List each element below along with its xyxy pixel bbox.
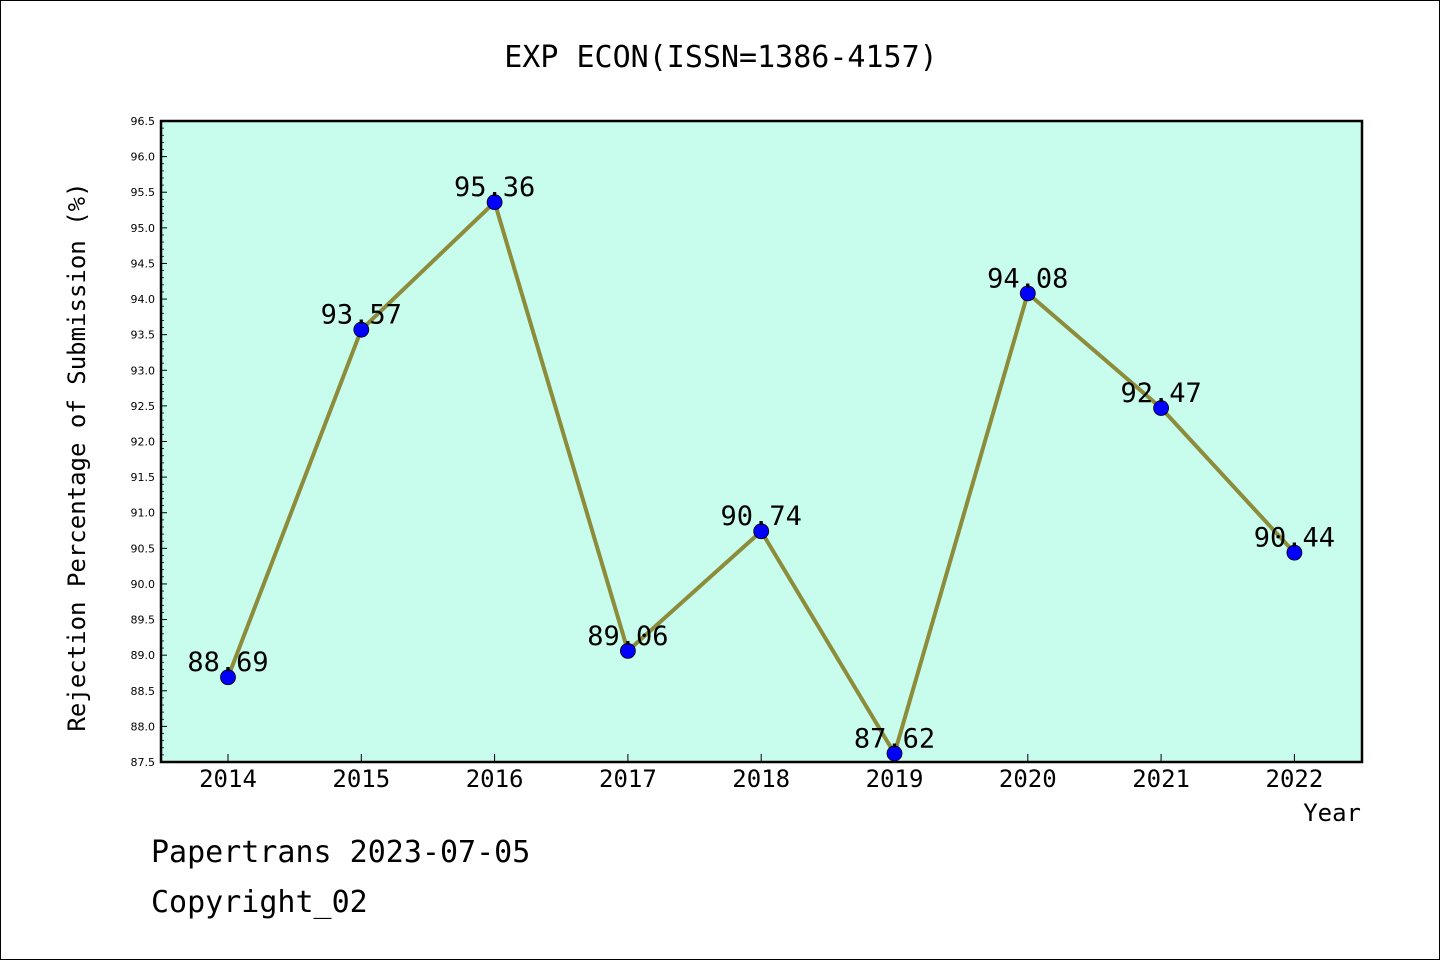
y-tick-label: 93.0 — [131, 364, 156, 377]
data-label: 92.47 — [1120, 378, 1201, 409]
data-point — [486, 194, 503, 211]
x-tick-label: 2021 — [1132, 765, 1190, 793]
x-axis: 2014 2015 2016 2017 2018 2019 2020 2021 2022 — [199, 754, 1323, 793]
data-label: 88.69 — [187, 647, 268, 678]
data-point — [753, 523, 770, 540]
y-tick-label: 90.5 — [131, 542, 156, 555]
y-tick-label: 94.0 — [131, 293, 156, 306]
data-label: 89.06 — [587, 621, 668, 652]
y-tick-label: 92.0 — [131, 436, 156, 449]
data-point — [353, 321, 370, 338]
data-label: 90.74 — [721, 501, 802, 532]
y-tick-label: 89.5 — [131, 614, 156, 627]
x-tick-label: 2018 — [732, 765, 790, 793]
data-label: 95.36 — [454, 172, 535, 203]
y-tick-label: 88.5 — [131, 685, 156, 698]
x-tick-label: 2016 — [466, 765, 524, 793]
data-label: 94.08 — [987, 263, 1068, 294]
y-tick-label: 87.5 — [131, 756, 156, 769]
plot-border — [159, 119, 1364, 764]
y-tick-label: 96.0 — [131, 151, 156, 164]
data-label: 90.44 — [1254, 523, 1335, 554]
data-label: 87.62 — [854, 723, 935, 754]
y-tick-label: 92.5 — [131, 400, 156, 413]
y-tick-label: 96.5 — [131, 115, 156, 128]
y-tick-label: 95.5 — [131, 186, 156, 199]
x-tick-label: 2017 — [599, 765, 657, 793]
data-point — [1153, 400, 1169, 416]
data-point — [1286, 544, 1303, 561]
y-tick-label: 93.5 — [131, 329, 156, 342]
y-tick-label: 95.0 — [131, 222, 156, 235]
y-tick-label: 94.5 — [131, 257, 156, 270]
x-tick-label: 2020 — [999, 765, 1057, 793]
y-tick-label: 88.0 — [131, 720, 156, 733]
y-tick-label: 89.0 — [131, 649, 156, 662]
footer-line-2: Copyright_02 — [151, 885, 368, 920]
chart-title: EXP ECON(ISSN=1386-4157) — [504, 40, 937, 75]
y-tick-label: 91.0 — [131, 507, 156, 520]
x-tick-label: 2015 — [332, 765, 390, 793]
data-point — [620, 642, 636, 659]
footer-line-1: Papertrans 2023-07-05 — [151, 835, 531, 870]
data-label: 93.57 — [321, 300, 402, 331]
y-tick-label: 91.5 — [131, 471, 156, 484]
x-tick-label: 2019 — [866, 765, 924, 793]
y-tick-label: 90.0 — [131, 578, 156, 591]
data-point — [1019, 285, 1036, 302]
x-tick-label: 2014 — [199, 765, 257, 793]
plot-area — [161, 121, 1362, 762]
x-axis-label: Year — [1303, 799, 1361, 827]
x-tick-label: 2022 — [1266, 765, 1324, 793]
data-labels: 88.69 93.57 95.36 89.06 90.74 87.62 94.08 92.47… — [187, 172, 1335, 754]
y-axis-label: Rejection Percentage of Submission (%) — [63, 182, 91, 731]
data-point — [220, 669, 236, 686]
